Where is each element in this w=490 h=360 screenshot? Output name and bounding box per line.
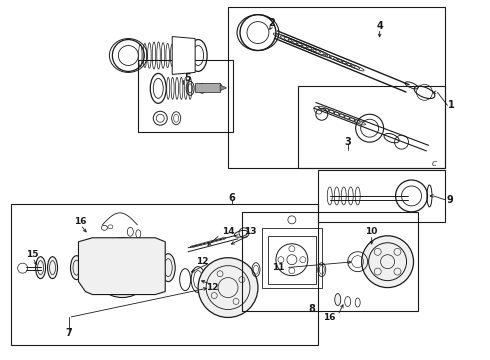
Text: 5: 5 — [184, 73, 191, 84]
Bar — [298, 86, 445, 168]
Text: 16: 16 — [323, 313, 336, 322]
Polygon shape — [195, 84, 220, 92]
Text: 16: 16 — [74, 217, 87, 226]
Text: 14: 14 — [222, 227, 234, 236]
Text: 3: 3 — [344, 137, 351, 147]
Bar — [11, 204, 318, 345]
Ellipse shape — [36, 257, 46, 279]
Text: 12: 12 — [206, 283, 219, 292]
Bar — [228, 7, 445, 168]
Ellipse shape — [71, 256, 82, 280]
Polygon shape — [78, 238, 165, 294]
Text: 8: 8 — [308, 305, 315, 315]
Text: 13: 13 — [244, 227, 256, 236]
Text: 12: 12 — [196, 257, 208, 266]
Text: 15: 15 — [26, 250, 39, 259]
Text: 10: 10 — [366, 227, 378, 236]
Bar — [268, 236, 316, 284]
Text: 4: 4 — [376, 21, 383, 31]
Text: 11: 11 — [271, 263, 284, 272]
Ellipse shape — [335, 293, 341, 306]
Bar — [318, 170, 445, 222]
Bar — [262, 228, 322, 288]
Ellipse shape — [161, 254, 175, 282]
Ellipse shape — [48, 257, 57, 279]
Text: 7: 7 — [65, 328, 72, 338]
Polygon shape — [172, 37, 195, 75]
Text: 2: 2 — [269, 18, 275, 28]
Circle shape — [362, 236, 414, 288]
Text: 6: 6 — [229, 193, 235, 203]
Circle shape — [93, 238, 152, 298]
Polygon shape — [220, 85, 226, 90]
Bar — [138, 60, 233, 132]
Bar — [242, 212, 417, 311]
Text: 9: 9 — [446, 195, 453, 205]
Circle shape — [198, 258, 258, 318]
Text: C: C — [432, 161, 437, 167]
Text: 1: 1 — [448, 100, 455, 110]
